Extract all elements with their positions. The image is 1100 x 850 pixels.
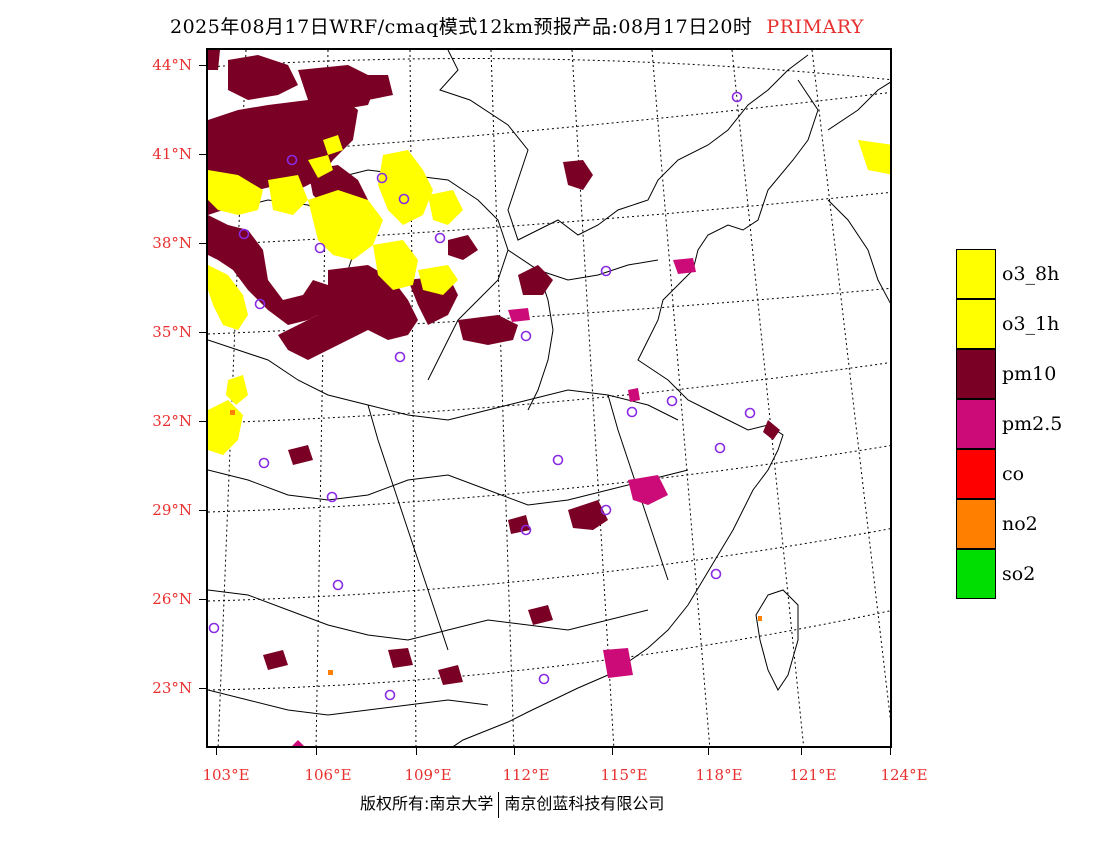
legend-swatch xyxy=(956,349,996,399)
lon-label: 112°E xyxy=(502,766,550,784)
primary-tag: PRIMARY xyxy=(766,16,864,38)
legend-label: so2 xyxy=(1002,563,1036,585)
lat-label: 38°N xyxy=(152,234,192,252)
legend-swatch xyxy=(956,499,996,549)
lat-label: 35°N xyxy=(152,323,192,341)
lat-label: 41°N xyxy=(152,145,192,163)
lat-label: 44°N xyxy=(152,56,192,74)
legend-swatch xyxy=(956,449,996,499)
lon-tick xyxy=(890,748,891,755)
lon-tick xyxy=(514,748,515,755)
lon-label: 124°E xyxy=(880,766,928,784)
lat-tick xyxy=(199,243,207,244)
lat-tick xyxy=(199,421,207,422)
lat-label: 32°N xyxy=(152,412,192,430)
map-title: 2025年08月17日WRF/cmaq模式12km预报产品:08月17日20时 P… xyxy=(170,12,864,39)
lat-tick xyxy=(199,154,207,155)
lat-label: 23°N xyxy=(152,679,192,697)
legend-label: pm2.5 xyxy=(1002,413,1063,435)
station-markers xyxy=(208,91,756,701)
no2-spots xyxy=(230,410,762,675)
legend-label: o3_1h xyxy=(1002,313,1060,335)
copyright-separator xyxy=(498,791,500,818)
lon-label: 115°E xyxy=(600,766,648,784)
boundaries xyxy=(208,50,890,746)
lon-tick xyxy=(216,748,217,755)
forecast-map xyxy=(206,48,892,748)
copyright-left: 版权所有:南京大学 xyxy=(360,794,494,813)
map-canvas xyxy=(208,50,890,746)
lon-tick xyxy=(612,748,613,755)
lat-tick xyxy=(199,599,207,600)
lon-label: 103°E xyxy=(202,766,250,784)
lon-tick xyxy=(416,748,417,755)
pm25-regions xyxy=(292,258,696,746)
lon-label: 118°E xyxy=(695,766,743,784)
lat-label: 29°N xyxy=(152,501,192,519)
lon-tick xyxy=(316,748,317,755)
map-title-text: 2025年08月17日WRF/cmaq模式12km预报产品:08月17日20时 xyxy=(170,16,753,38)
legend-swatch xyxy=(956,549,996,599)
legend-swatch xyxy=(956,399,996,449)
lon-label: 121°E xyxy=(789,766,837,784)
copyright-notice: 版权所有:南京大学 南京创蓝科技有限公司 xyxy=(360,790,664,818)
legend-label: o3_8h xyxy=(1002,263,1060,285)
legend-label: no2 xyxy=(1002,513,1038,535)
lon-label: 109°E xyxy=(404,766,452,784)
lat-tick xyxy=(199,332,207,333)
lon-tick xyxy=(708,748,709,755)
lat-tick xyxy=(199,688,207,689)
lon-label: 106°E xyxy=(304,766,352,784)
legend-swatch xyxy=(956,299,996,349)
copyright-right: 南京创蓝科技有限公司 xyxy=(504,794,665,813)
lat-tick xyxy=(199,510,207,511)
legend-swatch xyxy=(956,249,996,299)
lat-label: 26°N xyxy=(152,590,192,608)
lon-tick xyxy=(801,748,802,755)
o3-regions xyxy=(208,135,890,455)
lat-tick xyxy=(199,65,207,66)
legend-label: pm10 xyxy=(1002,363,1057,385)
legend-label: co xyxy=(1002,463,1025,485)
